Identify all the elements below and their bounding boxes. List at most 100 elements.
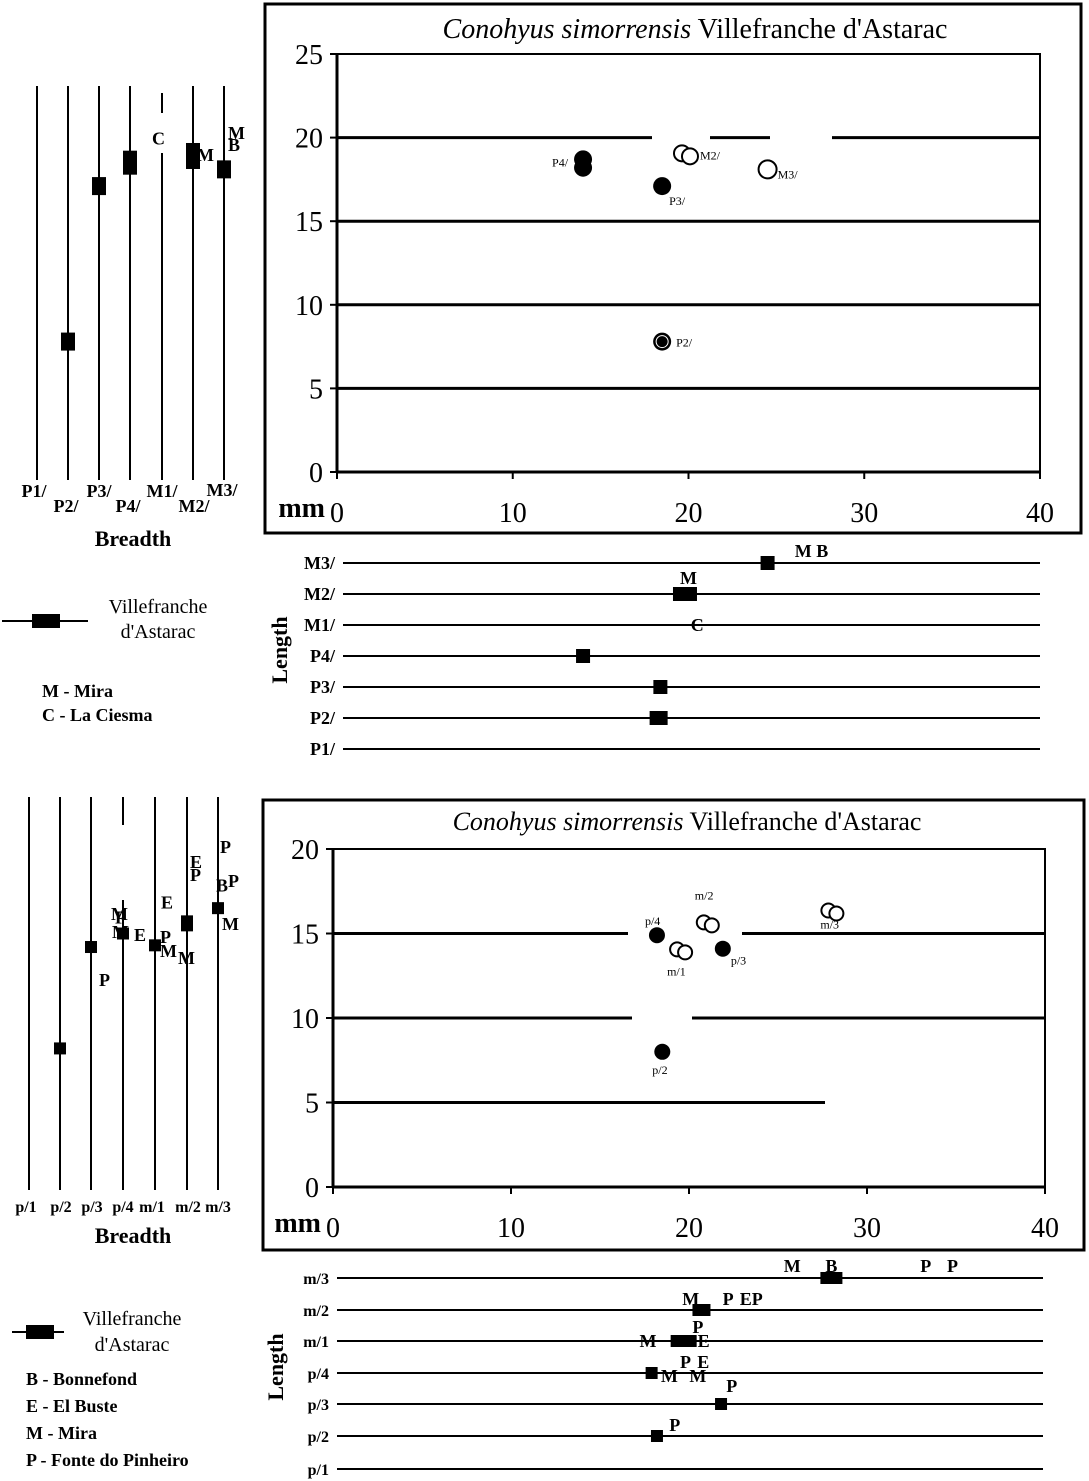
annotation: B — [825, 1256, 837, 1276]
legend-bottom-entry: P - Fonte do Pinheiro — [26, 1450, 189, 1470]
category-label: M2/ — [179, 496, 211, 516]
legend-bottom-label-1: Villefranche — [83, 1308, 182, 1330]
range-marker — [149, 939, 161, 952]
y-tick-label: 0 — [305, 1173, 319, 1204]
range-marker — [715, 1398, 728, 1410]
legend-top-symbol — [32, 614, 60, 628]
annotation: P — [115, 907, 126, 927]
annotation: M — [178, 948, 195, 968]
range-marker — [117, 927, 129, 940]
range-marker — [649, 711, 668, 725]
x-tick-label: 10 — [499, 498, 527, 529]
plot-area — [336, 53, 1041, 473]
annotation: P — [669, 1415, 680, 1435]
data-point — [680, 147, 699, 166]
annotation: M — [112, 922, 129, 942]
point-label: p/4 — [645, 914, 660, 928]
chart-frame — [263, 2, 1083, 535]
data-point — [574, 158, 593, 177]
annotation: M — [661, 1366, 678, 1386]
point-label: P2/ — [676, 336, 693, 350]
category-label: p/1 — [308, 1462, 329, 1479]
axis-label: Breadth — [95, 1223, 172, 1248]
category-label: M1/ — [304, 615, 336, 635]
legend-top-label-1: Villefranche — [109, 596, 208, 618]
range-marker — [212, 902, 224, 915]
chart-title: Conohyus simorrensis Villefranche d'Asta… — [443, 14, 948, 45]
category-label: P4/ — [310, 646, 336, 666]
legend-top-entry: M - Mira — [42, 681, 113, 701]
top-scatter-chart: Conohyus simorrensis Villefranche d'Asta… — [263, 2, 1083, 535]
annotation: P — [723, 1289, 734, 1309]
category-label: P2/ — [54, 496, 80, 516]
category-label: p/3 — [308, 1397, 329, 1414]
range-marker — [653, 680, 668, 694]
axis-label: Length — [263, 1333, 288, 1400]
data-point-ring — [655, 335, 669, 349]
x-tick-label: 10 — [497, 1213, 525, 1244]
point-label: P3/ — [669, 194, 686, 208]
annotation: C — [152, 129, 165, 149]
range-marker — [672, 587, 697, 601]
legend-bottom-symbol — [26, 1325, 54, 1339]
point-label: m/2 — [695, 888, 714, 902]
annotation: E — [161, 893, 173, 913]
data-point — [703, 917, 720, 934]
legend-top-label-2: d'Astarac — [121, 621, 196, 643]
annotation: M — [222, 914, 239, 934]
x-tick-label: 0 — [330, 498, 344, 529]
bottom-scatter-chart: Conohyus simorrensis Villefranche d'Asta… — [261, 798, 1086, 1252]
range-marker — [186, 142, 200, 169]
annotation: E — [190, 852, 202, 872]
range-marker — [576, 649, 591, 663]
legend-top: Villefranche d'Astarac M - Mira C - La C… — [2, 596, 207, 725]
point-label: m/1 — [667, 964, 686, 978]
range-marker — [217, 160, 231, 179]
point-label: M3/ — [778, 167, 799, 181]
data-point — [828, 905, 845, 922]
chart-title-rest: Villefranche d'Astarac — [691, 14, 947, 45]
chart-frame — [261, 798, 1086, 1252]
annotation: P — [99, 970, 110, 990]
y-tick-label: 5 — [309, 374, 323, 405]
category-label: m/3 — [303, 1271, 329, 1288]
x-tick-label: 40 — [1026, 498, 1054, 529]
chart-title-rest: Villefranche d'Astarac — [683, 807, 921, 836]
category-label: P4/ — [116, 496, 142, 516]
annotation: C — [691, 615, 704, 635]
range-marker — [692, 1304, 711, 1316]
annotation: P — [920, 1256, 931, 1276]
category-label: M3/ — [304, 553, 336, 573]
annotation: M — [680, 568, 697, 588]
annotation: P — [228, 871, 239, 891]
annotation: E — [134, 925, 146, 945]
range-marker — [92, 177, 106, 196]
y-tick-label: 20 — [291, 835, 319, 866]
y-tick-label: 0 — [309, 458, 323, 489]
data-point — [714, 940, 731, 957]
axis-label: Breadth — [95, 526, 172, 551]
category-label: M3/ — [207, 480, 239, 500]
range-marker — [650, 1430, 663, 1442]
range-marker — [54, 1042, 66, 1055]
annotation: M — [640, 1331, 657, 1351]
x-tick-label: 0 — [326, 1213, 340, 1244]
annotation: P — [692, 1317, 703, 1337]
unit-label: mm — [278, 493, 325, 524]
y-tick-label: 10 — [291, 1004, 319, 1035]
annotation: B — [216, 876, 228, 896]
annotation: M — [160, 941, 177, 961]
top-breadth-chart: P1/P2/P3/P4/M1/M2/M3/C MMB Breadth — [22, 86, 245, 551]
annotation: E — [698, 1331, 710, 1351]
category-label: m/2 — [303, 1303, 329, 1320]
category-label: P3/ — [87, 481, 113, 501]
category-label: m/2 — [175, 1199, 201, 1216]
annotation: M — [689, 1366, 706, 1386]
data-point — [654, 1043, 671, 1060]
legend-bottom-entry: M - Mira — [26, 1423, 97, 1443]
category-label: P1/ — [22, 481, 48, 501]
range-marker — [123, 150, 137, 175]
range-marker — [645, 1367, 658, 1379]
